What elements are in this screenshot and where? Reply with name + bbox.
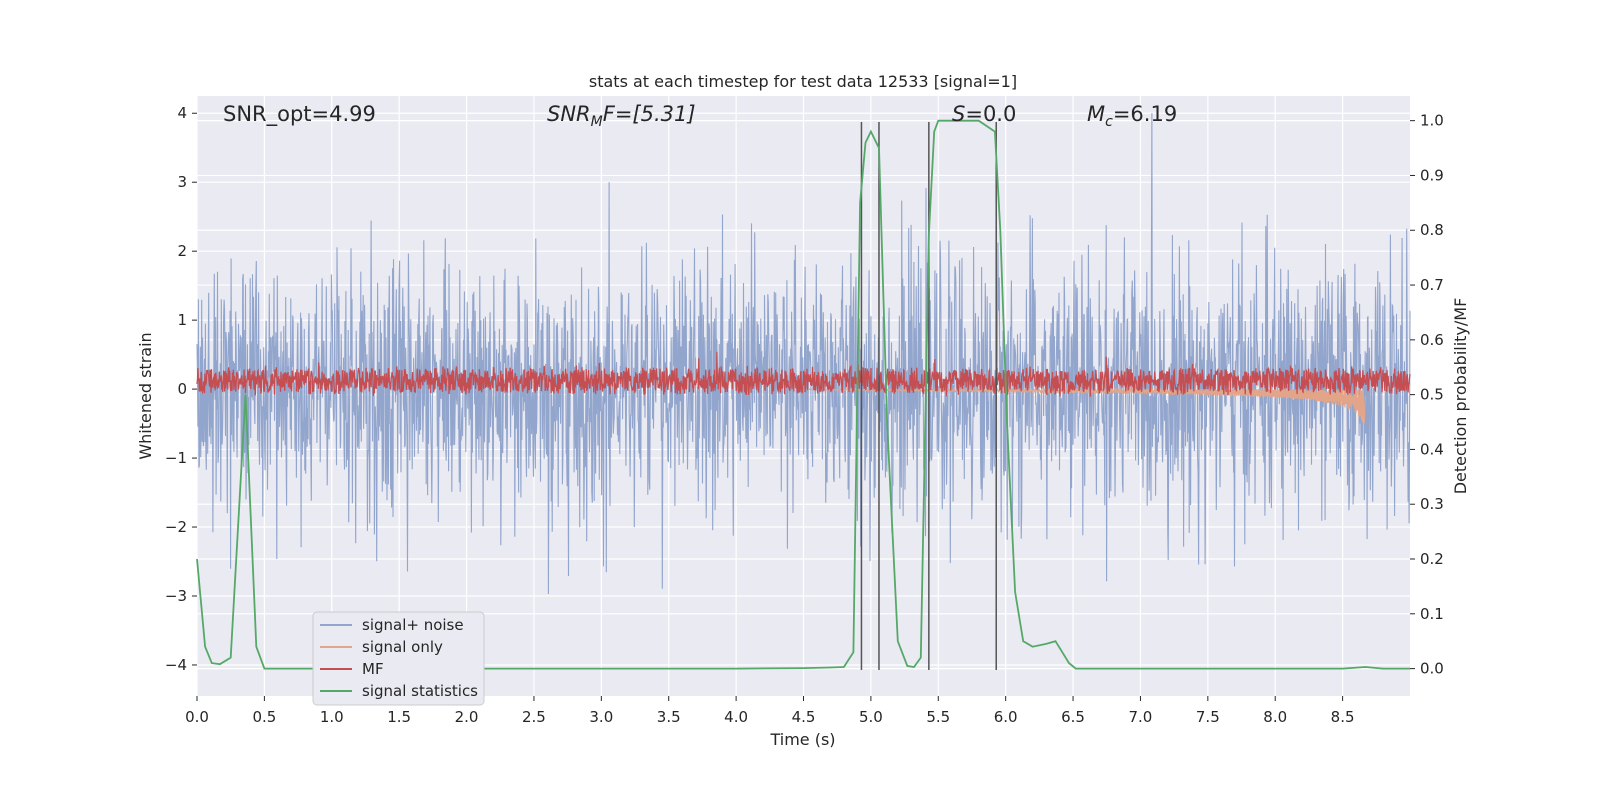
- y-left-tick-label-8: −4: [165, 656, 187, 674]
- s-rest: =0.0: [965, 102, 1016, 126]
- x-axis-ticks: 0.0 0.5 1.0 1.5 2.0 2.5 3.0 3.5 4.0 4.5 5.0 5.5 6.0 6…: [185, 696, 1355, 726]
- mc-annotation: Mc=6.19: [1087, 102, 1177, 130]
- signal-statistics-series: [196, 119, 1410, 670]
- mc-subscript: c: [1105, 114, 1113, 130]
- x-tick-label-9: 4.5: [792, 708, 816, 726]
- x-tick-label-5: 2.5: [522, 708, 546, 726]
- signal-statistics-line: [196, 119, 1410, 670]
- y-left-tick-label-1: 3: [177, 173, 187, 191]
- x-tick-label-8: 4.0: [724, 708, 748, 726]
- x-tick-label-0: 0.0: [185, 708, 209, 726]
- y-right-tick-label-6: 0.4: [1420, 440, 1444, 458]
- x-tick-label-11: 5.5: [926, 708, 950, 726]
- y-left-tick-label-4: 0: [177, 380, 187, 398]
- y-right-tick-label-1: 0.9: [1420, 166, 1444, 184]
- y-right-tick-label-10: 0.0: [1420, 660, 1444, 678]
- x-tick-label-10: 5.0: [859, 708, 883, 726]
- x-axis-label: Time (s): [769, 730, 835, 749]
- vertical-markers: [860, 122, 997, 670]
- mc-symbol: M: [1087, 102, 1105, 126]
- y-left-tick-label-3: 1: [177, 311, 187, 329]
- x-tick-label-3: 1.5: [387, 708, 411, 726]
- snr-mf-rest: F=[5.31]: [603, 102, 696, 126]
- mf-line: [196, 351, 1411, 397]
- legend-label-signal-only: signal only: [362, 638, 443, 656]
- snr-mf-symbol: SNR: [547, 102, 591, 126]
- legend: signal+ noise signal only MF signal stat…: [312, 611, 485, 706]
- signal-noise-line: [196, 113, 1411, 595]
- legend-label-mf: MF: [362, 660, 384, 678]
- snr-mf-annotation: SNRMF=[5.31]: [547, 102, 696, 130]
- y-right-axis-ticks: 1.0 0.9 0.8 0.7 0.6 0.5 0.4 0.3 0.2 0.1 0.0: [1410, 112, 1444, 678]
- y-right-tick-label-5: 0.5: [1420, 386, 1444, 404]
- y-left-tick-label-2: 2: [177, 242, 187, 260]
- y-left-axis-label: Whitened strain: [136, 332, 155, 459]
- x-tick-label-1: 0.5: [252, 708, 276, 726]
- x-tick-label-13: 6.5: [1061, 708, 1085, 726]
- legend-label-signal-statistics: signal statistics: [362, 682, 478, 700]
- s-annotation: S=0.0: [952, 102, 1016, 126]
- x-tick-label-15: 7.5: [1196, 708, 1220, 726]
- y-right-tick-label-4: 0.6: [1420, 331, 1444, 349]
- mc-rest: =6.19: [1113, 102, 1177, 126]
- snr-opt-annotation: SNR_opt=4.99: [223, 102, 376, 127]
- y-left-tick-label-7: −3: [165, 587, 187, 605]
- y-left-tick-label-6: −2: [165, 518, 187, 536]
- y-right-tick-label-9: 0.1: [1420, 605, 1444, 623]
- legend-label-signal-noise: signal+ noise: [362, 616, 464, 634]
- y-right-axis-label: Detection probability/MF: [1451, 298, 1470, 495]
- y-right-tick-label-2: 0.8: [1420, 221, 1444, 239]
- y-left-tick-label-5: −1: [165, 449, 187, 467]
- x-tick-label-4: 2.0: [455, 708, 479, 726]
- y-right-tick-label-3: 0.7: [1420, 276, 1444, 294]
- x-tick-label-12: 6.0: [994, 708, 1018, 726]
- y-right-tick-label-8: 0.2: [1420, 550, 1444, 568]
- legend-box: [312, 611, 485, 706]
- chart-title: stats at each timestep for test data 125…: [589, 72, 1017, 91]
- mf-series: [196, 351, 1411, 397]
- x-tick-label-17: 8.5: [1331, 708, 1355, 726]
- x-tick-label-16: 8.0: [1263, 708, 1287, 726]
- y-left-axis-ticks: 4 3 2 1 0 −1 −2 −3 −4: [165, 104, 197, 674]
- y-right-tick-label-7: 0.3: [1420, 495, 1444, 513]
- signal-noise-series: [196, 113, 1411, 595]
- x-tick-label-2: 1.0: [320, 708, 344, 726]
- x-tick-label-14: 7.0: [1129, 708, 1153, 726]
- s-symbol: S: [952, 102, 965, 126]
- y-right-tick-label-0: 1.0: [1420, 112, 1444, 130]
- y-left-tick-label-0: 4: [177, 104, 187, 122]
- snr-mf-subscript: M: [591, 114, 603, 130]
- x-tick-label-7: 3.5: [657, 708, 681, 726]
- x-tick-label-6: 3.0: [589, 708, 613, 726]
